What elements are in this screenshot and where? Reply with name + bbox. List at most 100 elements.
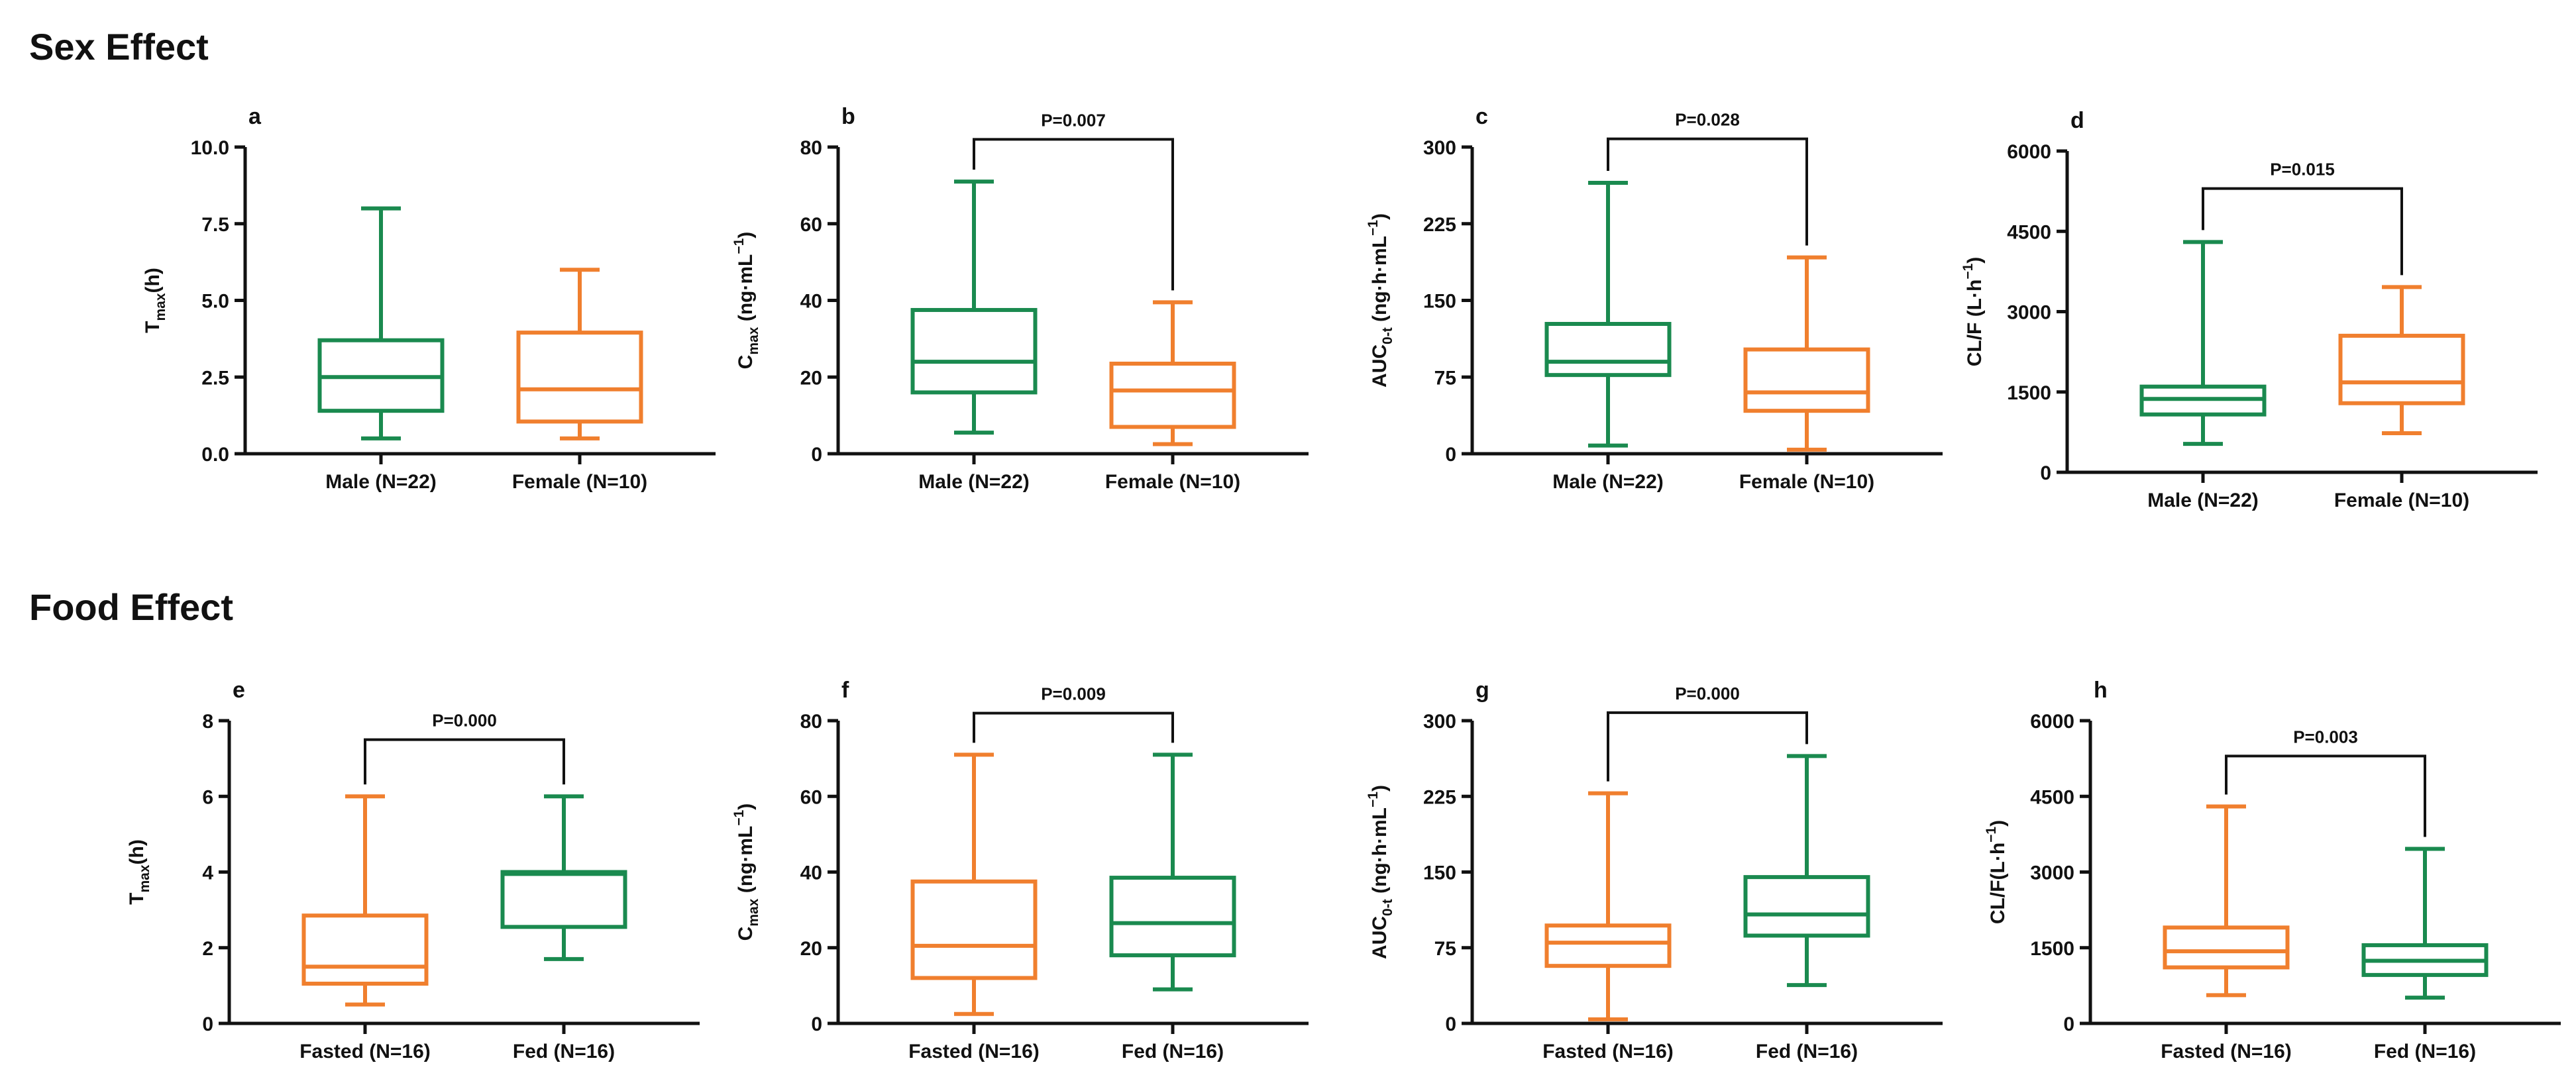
box-first: Fasted (N=16) — [2161, 804, 2292, 1062]
y-title-sub: max — [746, 898, 761, 926]
y-tick-label: 20 — [800, 938, 822, 960]
iqr-box — [910, 879, 1038, 980]
y-title-main: CL/F (L·h — [1964, 280, 1986, 367]
y-tick-label: 1500 — [2007, 382, 2051, 404]
y-tick-label: 225 — [1423, 214, 1456, 236]
box-first: Male (N=22) — [317, 206, 445, 493]
significance-bracket — [1607, 137, 1808, 246]
box-first: Fasted (N=16) — [299, 794, 431, 1062]
y-tick-label: 2.5 — [201, 367, 229, 389]
category-label: Female (N=10) — [2334, 490, 2469, 511]
category-label: Fed (N=16) — [1122, 1041, 1224, 1062]
y-tick-label: 225 — [1423, 786, 1456, 808]
y-title-tail: (ng·h·mL — [1369, 236, 1391, 327]
y-tick-label: 5.0 — [201, 291, 229, 313]
y-axis-title: Tmax​(h) — [142, 268, 168, 333]
y-tick-label: 150 — [1423, 291, 1456, 313]
iqr-box — [1743, 347, 1870, 413]
p-value-label: P=0.028 — [1675, 110, 1740, 130]
iqr-box — [516, 331, 643, 424]
y-title-sub: max — [153, 293, 168, 321]
y-tick-label: 0 — [202, 1013, 213, 1035]
y-title-main: AUC — [1369, 916, 1391, 959]
category-label: Fed (N=16) — [2374, 1041, 2476, 1062]
panel-letter: g — [1476, 678, 1489, 703]
y-tick-label: 3000 — [2007, 302, 2051, 324]
y-title-sup: −1 — [1366, 220, 1381, 236]
y-axis-title: CL/F (L·h−1) — [1960, 257, 1986, 367]
y-tick-label: 0 — [2063, 1013, 2074, 1035]
y-title-sub: max — [137, 864, 152, 892]
y-tick-label: 7.5 — [201, 214, 229, 236]
panel-letter: a — [248, 104, 262, 129]
iqr-box — [1544, 321, 1672, 378]
y-tick-label: 300 — [1423, 711, 1456, 733]
iqr-box — [1743, 875, 1870, 938]
y-tick-label: 4 — [202, 862, 213, 884]
y-axis-title: AUC0-t​ (ng·h·mL−1) — [1366, 213, 1395, 388]
panel-letter: f — [841, 678, 849, 703]
panel-f: f 0 20 40 60 80 Cmax​ (ng·mL−1) Fasted (N=16) Fe… — [731, 678, 1309, 1062]
y-tick-label: 60 — [800, 214, 822, 236]
y-tick-label: 10.0 — [191, 137, 229, 159]
category-label: Fasted (N=16) — [2161, 1041, 2292, 1062]
category-label: Fed (N=16) — [513, 1041, 615, 1062]
y-title-end: ) — [1369, 213, 1391, 220]
y-title-tail: (ng·mL — [735, 826, 757, 899]
category-label: Male (N=22) — [918, 471, 1030, 493]
y-tick-label: 6 — [202, 786, 213, 808]
y-title-main: CL/F(L·h — [1987, 843, 2009, 924]
y-title-end: ) — [1369, 785, 1391, 792]
y-title-tail: (ng·h·mL — [1369, 807, 1391, 899]
panel-a: a 0.0 2.5 5.0 7.5 10.0 Tmax​(h) Male (N=22) Fema… — [142, 104, 716, 493]
panel-letter: h — [2094, 678, 2108, 703]
category-label: Fasted (N=16) — [908, 1041, 1040, 1062]
y-tick-label: 4500 — [2007, 221, 2051, 243]
y-axis-title: CL/F(L·h−1) — [1984, 820, 2009, 924]
category-label: Fed (N=16) — [1756, 1041, 1858, 1062]
p-value-label: P=0.003 — [2293, 727, 2358, 747]
y-tick-label: 300 — [1423, 137, 1456, 159]
y-tick-label: 6000 — [2030, 711, 2074, 733]
y-tick-label: 20 — [800, 367, 822, 389]
box-second: Fed (N=16) — [1743, 754, 1870, 1062]
y-tick-label: 60 — [800, 786, 822, 808]
y-tick-label: 4500 — [2030, 786, 2074, 808]
y-tick-label: 40 — [800, 291, 822, 313]
category-label: Female (N=10) — [1105, 471, 1240, 493]
box-second: Fed (N=16) — [500, 794, 627, 1062]
category-label: Male (N=22) — [325, 471, 437, 493]
y-title-main: AUC — [1369, 344, 1391, 388]
category-label: Male (N=22) — [1552, 471, 1664, 493]
iqr-box — [2163, 925, 2290, 970]
y-title-end: ) — [1987, 820, 2009, 827]
panel-e: e 0 2 4 6 8 Tmax​(h) Fasted (N=16) Fed (N=16) P=0… — [126, 678, 700, 1062]
iqr-box — [910, 307, 1038, 395]
iqr-box — [301, 913, 429, 986]
y-tick-label: 0.0 — [201, 444, 229, 466]
box-first: Fasted (N=16) — [908, 752, 1040, 1062]
category-label: Female (N=10) — [1739, 471, 1874, 493]
panel-letter: c — [1476, 104, 1488, 129]
iqr-box — [2338, 333, 2465, 405]
y-axis-title: Cmax​ (ng·mL−1) — [731, 232, 761, 370]
y-tick-label: 80 — [800, 711, 822, 733]
box-second: Fed (N=16) — [1109, 752, 1236, 1062]
significance-bracket — [1607, 711, 1808, 782]
box-second: Female (N=10) — [512, 268, 647, 493]
significance-bracket — [973, 138, 1174, 291]
y-tick-label: 75 — [1434, 367, 1456, 389]
y-title-end: ) — [1964, 257, 1986, 264]
panel-g: g 0 75 150 225 300 AUC0-t​ (ng·h·mL−1) Fasted (… — [1366, 678, 1943, 1062]
y-title-tail: (h) — [126, 839, 148, 864]
iqr-box — [1109, 876, 1236, 958]
y-title-sub: 0-t — [1380, 899, 1395, 916]
category-label: Fasted (N=16) — [299, 1041, 431, 1062]
y-title-end: ) — [735, 803, 757, 810]
y-title-end: ) — [735, 232, 757, 238]
y-tick-label: 1500 — [2030, 938, 2074, 960]
y-title-main: T — [126, 893, 148, 905]
significance-bracket — [364, 738, 565, 785]
y-title-main: T — [142, 321, 164, 333]
